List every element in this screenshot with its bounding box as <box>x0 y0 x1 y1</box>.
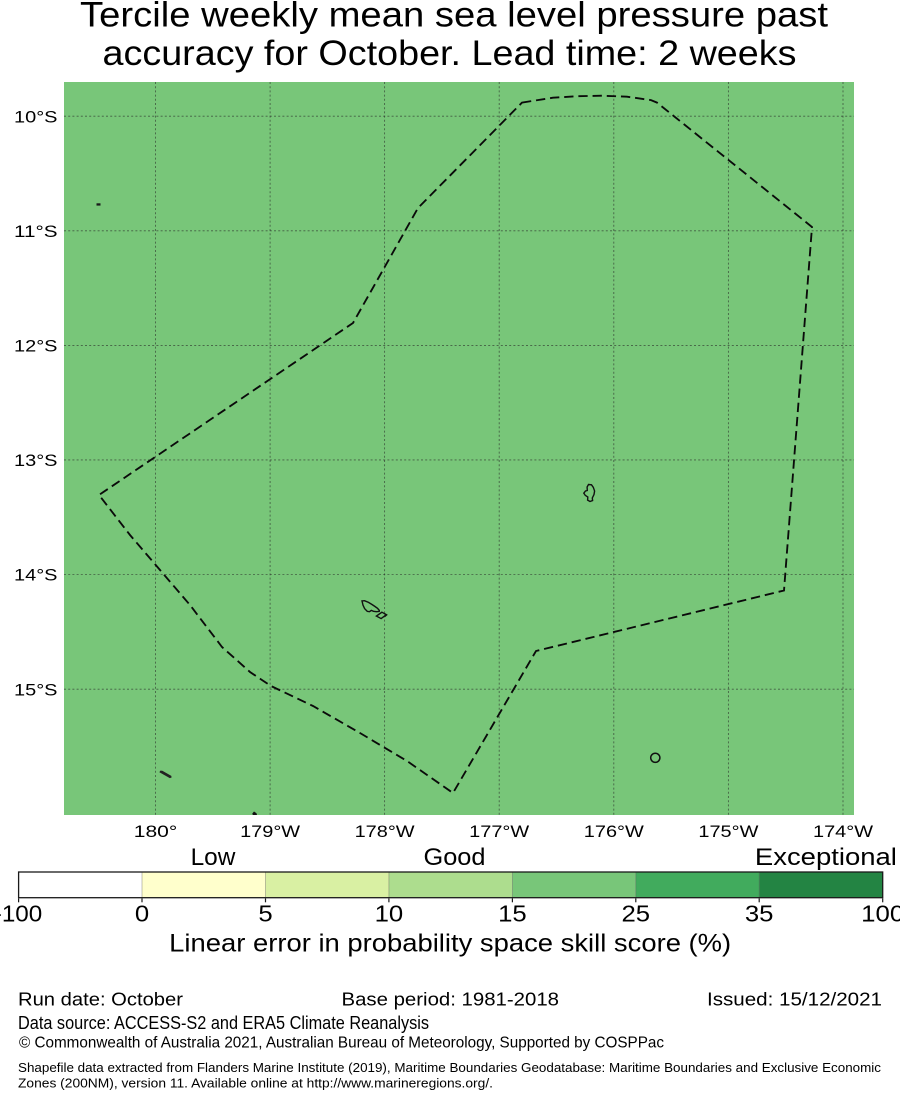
svg-text:176°W: 176°W <box>584 822 644 841</box>
svg-text:Tercile weekly mean sea level: Tercile weekly mean sea level pressure p… <box>80 0 828 35</box>
svg-text:180°: 180° <box>134 822 178 841</box>
svg-text:15°S: 15°S <box>14 680 58 699</box>
svg-text:174°W: 174°W <box>813 822 873 841</box>
svg-text:-100: -100 <box>0 900 42 926</box>
svg-text:Linear error in probability sp: Linear error in probability space skill … <box>169 930 731 958</box>
svg-text:175°W: 175°W <box>698 822 758 841</box>
svg-text:Issued: 15/12/2021: Issued: 15/12/2021 <box>707 990 882 1010</box>
svg-text:11°S: 11°S <box>14 222 57 241</box>
svg-text:14°S: 14°S <box>14 566 58 585</box>
svg-text:178°W: 178°W <box>355 822 415 841</box>
svg-text:25: 25 <box>622 900 651 926</box>
svg-text:Exceptional: Exceptional <box>755 844 897 871</box>
svg-text:0: 0 <box>135 900 149 926</box>
svg-text:15: 15 <box>498 900 527 926</box>
svg-text:12°S: 12°S <box>14 337 58 356</box>
svg-text:Run date: October: Run date: October <box>18 990 183 1010</box>
svg-text:10°S: 10°S <box>14 107 58 126</box>
svg-text:10: 10 <box>375 900 404 926</box>
svg-text:5: 5 <box>258 900 272 926</box>
svg-text:accuracy for October. Lead tim: accuracy for October. Lead time: 2 weeks <box>103 34 797 73</box>
svg-text:© Commonwealth of Australia 20: © Commonwealth of Australia 2021, Austra… <box>19 1035 664 1052</box>
svg-text:Data source: ACCESS-S2 and ERA: Data source: ACCESS-S2 and ERA5 Climate … <box>18 1013 429 1033</box>
svg-text:Base period: 1981-2018: Base period: 1981-2018 <box>342 990 560 1010</box>
svg-text:177°W: 177°W <box>469 822 529 841</box>
svg-text:179°W: 179°W <box>240 822 300 841</box>
svg-text:Good: Good <box>424 844 486 871</box>
svg-text:Shapefile data extracted from: Shapefile data extracted from Flanders M… <box>18 1061 881 1075</box>
svg-text:13°S: 13°S <box>14 451 58 470</box>
svg-text:100: 100 <box>861 900 900 926</box>
svg-text:Low: Low <box>191 844 236 871</box>
svg-text:35: 35 <box>745 900 774 926</box>
svg-text:Zones (200NM), version 11. Ava: Zones (200NM), version 11. Available onl… <box>18 1077 493 1091</box>
